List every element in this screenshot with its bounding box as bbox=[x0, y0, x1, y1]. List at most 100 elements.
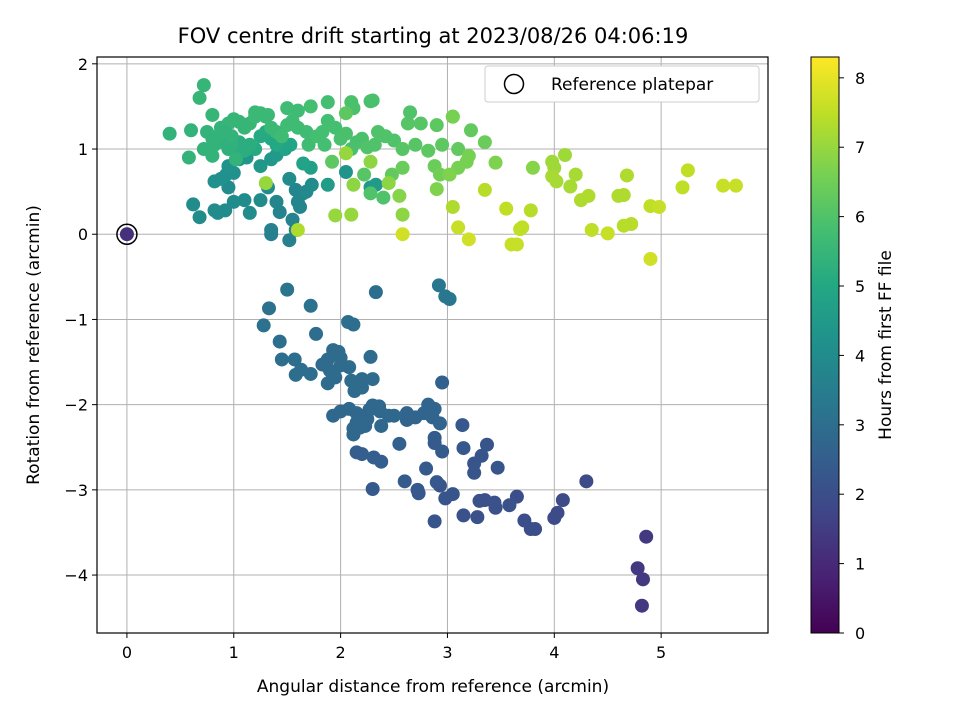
data-point bbox=[253, 129, 268, 144]
y-tick-label: −4 bbox=[64, 566, 88, 585]
data-point bbox=[461, 232, 476, 247]
x-tick-label: 0 bbox=[122, 643, 132, 662]
data-point bbox=[427, 514, 442, 529]
colorbar-tick-label: 0 bbox=[855, 624, 865, 643]
plot-area-frame bbox=[96, 56, 769, 634]
data-point bbox=[397, 474, 412, 489]
legend-reference-marker bbox=[503, 73, 525, 95]
data-point bbox=[320, 95, 335, 110]
data-point bbox=[456, 508, 471, 523]
data-point bbox=[525, 160, 540, 175]
data-point bbox=[619, 168, 634, 183]
grid-lines bbox=[97, 57, 768, 633]
colorbar: 0 1 2 3 4 5 6 7 8 Hours from first FF file bbox=[810, 56, 896, 643]
x-tick-label: 4 bbox=[549, 643, 559, 662]
data-point bbox=[451, 142, 466, 157]
data-point bbox=[365, 398, 380, 413]
data-point bbox=[403, 105, 418, 120]
reference-marker-ring bbox=[116, 223, 138, 245]
data-point bbox=[269, 194, 284, 209]
data-point bbox=[184, 123, 199, 138]
data-point bbox=[253, 159, 268, 174]
data-point bbox=[367, 137, 382, 152]
data-point bbox=[581, 188, 596, 203]
data-point bbox=[435, 375, 450, 390]
data-point bbox=[472, 493, 487, 508]
data-point bbox=[545, 154, 560, 169]
data-point bbox=[242, 205, 257, 220]
data-point bbox=[467, 465, 482, 480]
data-point bbox=[502, 498, 517, 513]
data-point bbox=[299, 124, 314, 139]
data-point bbox=[477, 182, 492, 197]
data-point bbox=[248, 105, 263, 120]
colorbar-tick-label: 7 bbox=[855, 138, 865, 157]
data-point bbox=[438, 491, 453, 506]
data-point bbox=[528, 522, 543, 537]
data-point bbox=[346, 317, 361, 332]
data-point bbox=[365, 372, 380, 387]
data-point bbox=[392, 436, 407, 451]
data-point bbox=[363, 349, 378, 364]
data-point bbox=[320, 376, 335, 391]
data-point bbox=[563, 179, 578, 194]
data-point bbox=[192, 90, 207, 105]
legend-label: Reference platepar bbox=[551, 75, 713, 95]
colorbar-tick-label: 8 bbox=[855, 69, 865, 88]
data-point bbox=[320, 177, 335, 192]
data-point bbox=[411, 486, 426, 501]
data-point bbox=[256, 318, 271, 333]
data-point bbox=[445, 109, 460, 124]
data-point bbox=[416, 406, 431, 421]
y-tick-label: −2 bbox=[64, 396, 88, 415]
data-point bbox=[429, 182, 444, 197]
data-point bbox=[392, 188, 407, 203]
data-point bbox=[205, 148, 220, 163]
data-point bbox=[162, 126, 177, 141]
colorbar-label: Hours from first FF file bbox=[876, 250, 896, 440]
data-point bbox=[349, 445, 364, 460]
data-point bbox=[549, 174, 564, 189]
data-point bbox=[624, 217, 639, 232]
data-point bbox=[477, 135, 492, 150]
data-point bbox=[326, 408, 341, 423]
data-point bbox=[456, 441, 471, 456]
data-point bbox=[226, 194, 241, 209]
data-point bbox=[470, 510, 485, 525]
data-point bbox=[338, 106, 353, 121]
y-tick-label: 2 bbox=[78, 55, 88, 74]
data-point bbox=[442, 167, 457, 182]
data-point bbox=[461, 148, 476, 163]
data-point bbox=[419, 461, 434, 476]
data-point bbox=[290, 222, 305, 237]
data-point bbox=[346, 177, 361, 192]
x-tick-label: 2 bbox=[336, 643, 346, 662]
data-point bbox=[675, 180, 690, 195]
x-tick-label: 5 bbox=[656, 643, 666, 662]
data-point bbox=[716, 178, 731, 193]
scatter-points bbox=[116, 78, 743, 613]
data-point bbox=[435, 137, 450, 152]
data-point bbox=[365, 482, 380, 496]
data-point bbox=[395, 207, 410, 222]
data-point bbox=[381, 176, 396, 191]
data-point bbox=[445, 199, 460, 214]
data-point bbox=[258, 176, 273, 191]
data-point bbox=[260, 107, 275, 122]
data-point bbox=[427, 435, 442, 450]
data-point bbox=[264, 222, 279, 237]
data-point bbox=[479, 437, 494, 452]
data-point bbox=[429, 475, 444, 490]
data-point bbox=[237, 193, 252, 208]
data-point bbox=[207, 203, 222, 218]
data-point bbox=[408, 137, 423, 152]
colorbar-tick-label: 6 bbox=[855, 208, 865, 227]
data-point bbox=[639, 529, 654, 544]
data-point bbox=[363, 154, 378, 169]
data-point bbox=[272, 334, 287, 349]
data-point bbox=[432, 167, 447, 182]
data-point bbox=[579, 474, 594, 489]
data-point bbox=[395, 160, 410, 175]
data-point bbox=[315, 124, 330, 139]
data-point bbox=[387, 133, 402, 148]
